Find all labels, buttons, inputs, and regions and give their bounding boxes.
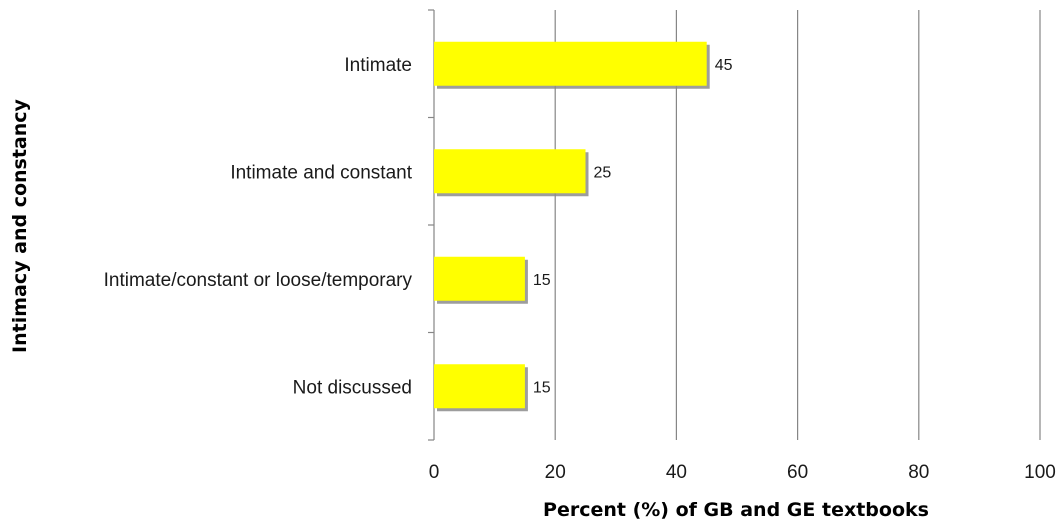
category-label: Not discussed — [293, 377, 412, 398]
x-tick-label: 0 — [429, 462, 440, 483]
data-label: 45 — [715, 57, 733, 74]
bar — [434, 41, 707, 86]
x-tick-label: 40 — [666, 462, 687, 483]
category-label: Intimate — [344, 55, 412, 76]
category-label: Intimate and constant — [230, 162, 412, 183]
data-label: 15 — [533, 379, 551, 396]
data-label: 25 — [594, 164, 612, 181]
bar — [434, 364, 525, 409]
x-tick-label: 100 — [1024, 462, 1056, 483]
bars — [434, 41, 710, 412]
category-label: Intimate/constant or loose/temporary — [104, 270, 413, 291]
x-tick-label: 60 — [787, 462, 808, 483]
x-axis-title: Percent (%) of GB and GE textbooks — [543, 499, 929, 521]
labels: 0 20 40 60 80 100 Intimate 45 Intimate and const… — [104, 55, 1056, 483]
bar — [434, 149, 586, 194]
data-label: 15 — [533, 272, 551, 289]
x-tick-label: 20 — [545, 462, 566, 483]
x-tick-label: 80 — [908, 462, 929, 483]
axes — [428, 9, 435, 441]
y-axis-title: Intimacy and constancy — [9, 98, 31, 352]
bar — [434, 256, 525, 301]
